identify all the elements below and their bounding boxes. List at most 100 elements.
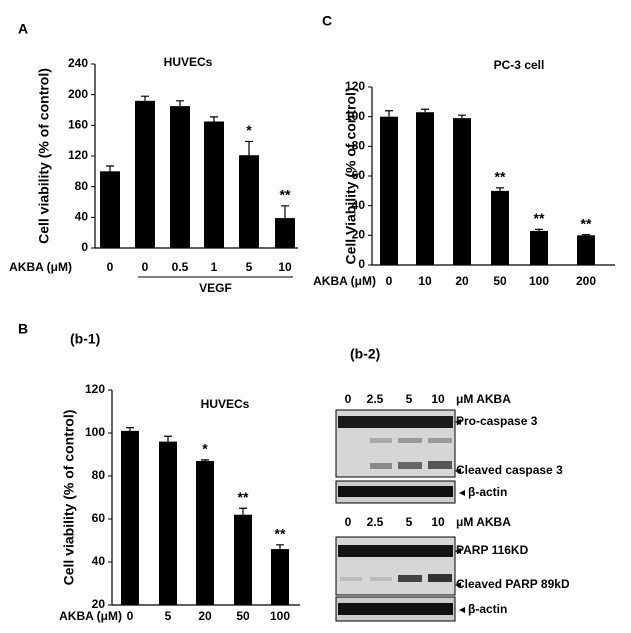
error-bar	[245, 140, 253, 156]
blot-arrows	[455, 419, 465, 613]
x-tick-label: 10	[278, 260, 292, 274]
y-tick-label: 80	[352, 139, 366, 153]
bar	[453, 118, 471, 266]
significance: *	[202, 441, 208, 457]
group-label: VEGF	[199, 281, 232, 295]
bar	[271, 549, 289, 605]
bar	[239, 155, 259, 248]
chart-title: HUVECs	[164, 55, 213, 69]
bar	[159, 441, 177, 605]
unit-label: μM AKBA	[456, 515, 511, 529]
x-tick-label: 0	[107, 260, 114, 274]
panel-label: B	[18, 321, 28, 337]
y-tick-label: 40	[352, 198, 366, 212]
y-tick-label: 60	[92, 511, 106, 525]
bar	[380, 116, 398, 266]
bar	[170, 106, 190, 249]
bar	[196, 460, 214, 605]
error-bar	[582, 233, 590, 236]
error-bar	[201, 459, 209, 461]
bar	[491, 190, 509, 265]
lane-label: 2.5	[367, 392, 384, 406]
x-tick-label: 200	[576, 274, 596, 288]
significance: **	[238, 489, 249, 505]
lane-label: 10	[431, 392, 445, 406]
bar	[416, 112, 434, 265]
panel-label: A	[18, 21, 28, 37]
error-bar	[458, 114, 466, 119]
y-tick-label: 20	[92, 597, 106, 611]
bar	[530, 230, 548, 265]
subpanel-label: (b-1)	[70, 331, 100, 347]
y-tick-label: 160	[68, 118, 88, 132]
band-label: PARP 116KD	[456, 543, 529, 557]
y-tick-label: 40	[75, 210, 89, 224]
x-tick-label: 50	[236, 609, 250, 623]
lane-label: 0	[345, 392, 352, 406]
y-tick-label: 0	[358, 257, 365, 271]
blot-actin-2	[335, 596, 456, 622]
x-tick-label: 1	[211, 260, 218, 274]
y-tick-label: 80	[75, 179, 89, 193]
x-tick-label: 0	[386, 274, 393, 288]
x-tick-label: 5	[246, 260, 253, 274]
x-tick-label: 0	[127, 609, 134, 623]
band-label: Cleaved caspase 3	[456, 463, 563, 477]
panel-label: C	[322, 13, 332, 29]
band-label: β-actin	[468, 602, 507, 616]
y-tick-label: 120	[345, 79, 365, 93]
x-tick-label: 0.5	[172, 260, 189, 274]
x-axis-label: AKBA (μM)	[59, 609, 122, 623]
error-bar	[164, 435, 172, 442]
error-bar	[276, 544, 284, 550]
significance: **	[534, 210, 545, 226]
bar	[100, 171, 120, 248]
lane-label: 5	[406, 515, 413, 529]
blot-caspase	[335, 409, 456, 478]
x-tick-label: 0	[142, 260, 149, 274]
y-tick-label: 240	[68, 56, 88, 70]
lane-label: 10	[431, 515, 445, 529]
significance: *	[246, 122, 252, 138]
significance: **	[581, 215, 592, 231]
y-tick-label: 120	[68, 148, 88, 162]
x-tick-label: 50	[493, 274, 507, 288]
band-label: β-actin	[468, 485, 507, 499]
y-tick-label: 20	[352, 228, 366, 242]
bar	[275, 218, 295, 248]
y-tick-label: 100	[345, 109, 365, 123]
subpanel-label: (b-2)	[350, 346, 380, 362]
x-axis-label: AKBA (μM)	[9, 260, 72, 274]
chart-title: HUVECs	[201, 397, 250, 411]
blot-actin-1	[335, 480, 456, 504]
band-label: Pro-caspase 3	[456, 414, 538, 428]
x-tick-label: 20	[455, 274, 469, 288]
significance: **	[280, 187, 291, 203]
significance: **	[275, 526, 286, 542]
x-tick-label: 5	[165, 609, 172, 623]
x-axis-label: AKBA (μM)	[313, 274, 376, 288]
bar	[577, 235, 595, 265]
error-bar	[421, 108, 429, 113]
y-tick-label: 0	[81, 240, 88, 254]
x-tick-label: 100	[270, 609, 290, 623]
lane-label: 5	[406, 392, 413, 406]
bar	[135, 100, 155, 248]
significance: **	[495, 169, 506, 185]
x-tick-label: 20	[198, 609, 212, 623]
y-tick-label: 120	[85, 382, 105, 396]
y-tick-label: 60	[352, 168, 366, 182]
y-axis-label: Cell viability (% of control)	[61, 410, 77, 586]
chart-title: PC-3 cell	[494, 58, 545, 72]
unit-label: μM AKBA	[456, 392, 511, 406]
bar	[204, 121, 224, 248]
y-tick-label: 100	[85, 425, 105, 439]
x-tick-label: 10	[418, 274, 432, 288]
bar	[234, 514, 252, 605]
y-tick-label: 80	[92, 468, 106, 482]
x-tick-label: 100	[529, 274, 549, 288]
error-bar	[385, 110, 393, 117]
blot-parp	[335, 536, 456, 596]
y-axis-label: Cell viability (% of control)	[36, 68, 52, 244]
